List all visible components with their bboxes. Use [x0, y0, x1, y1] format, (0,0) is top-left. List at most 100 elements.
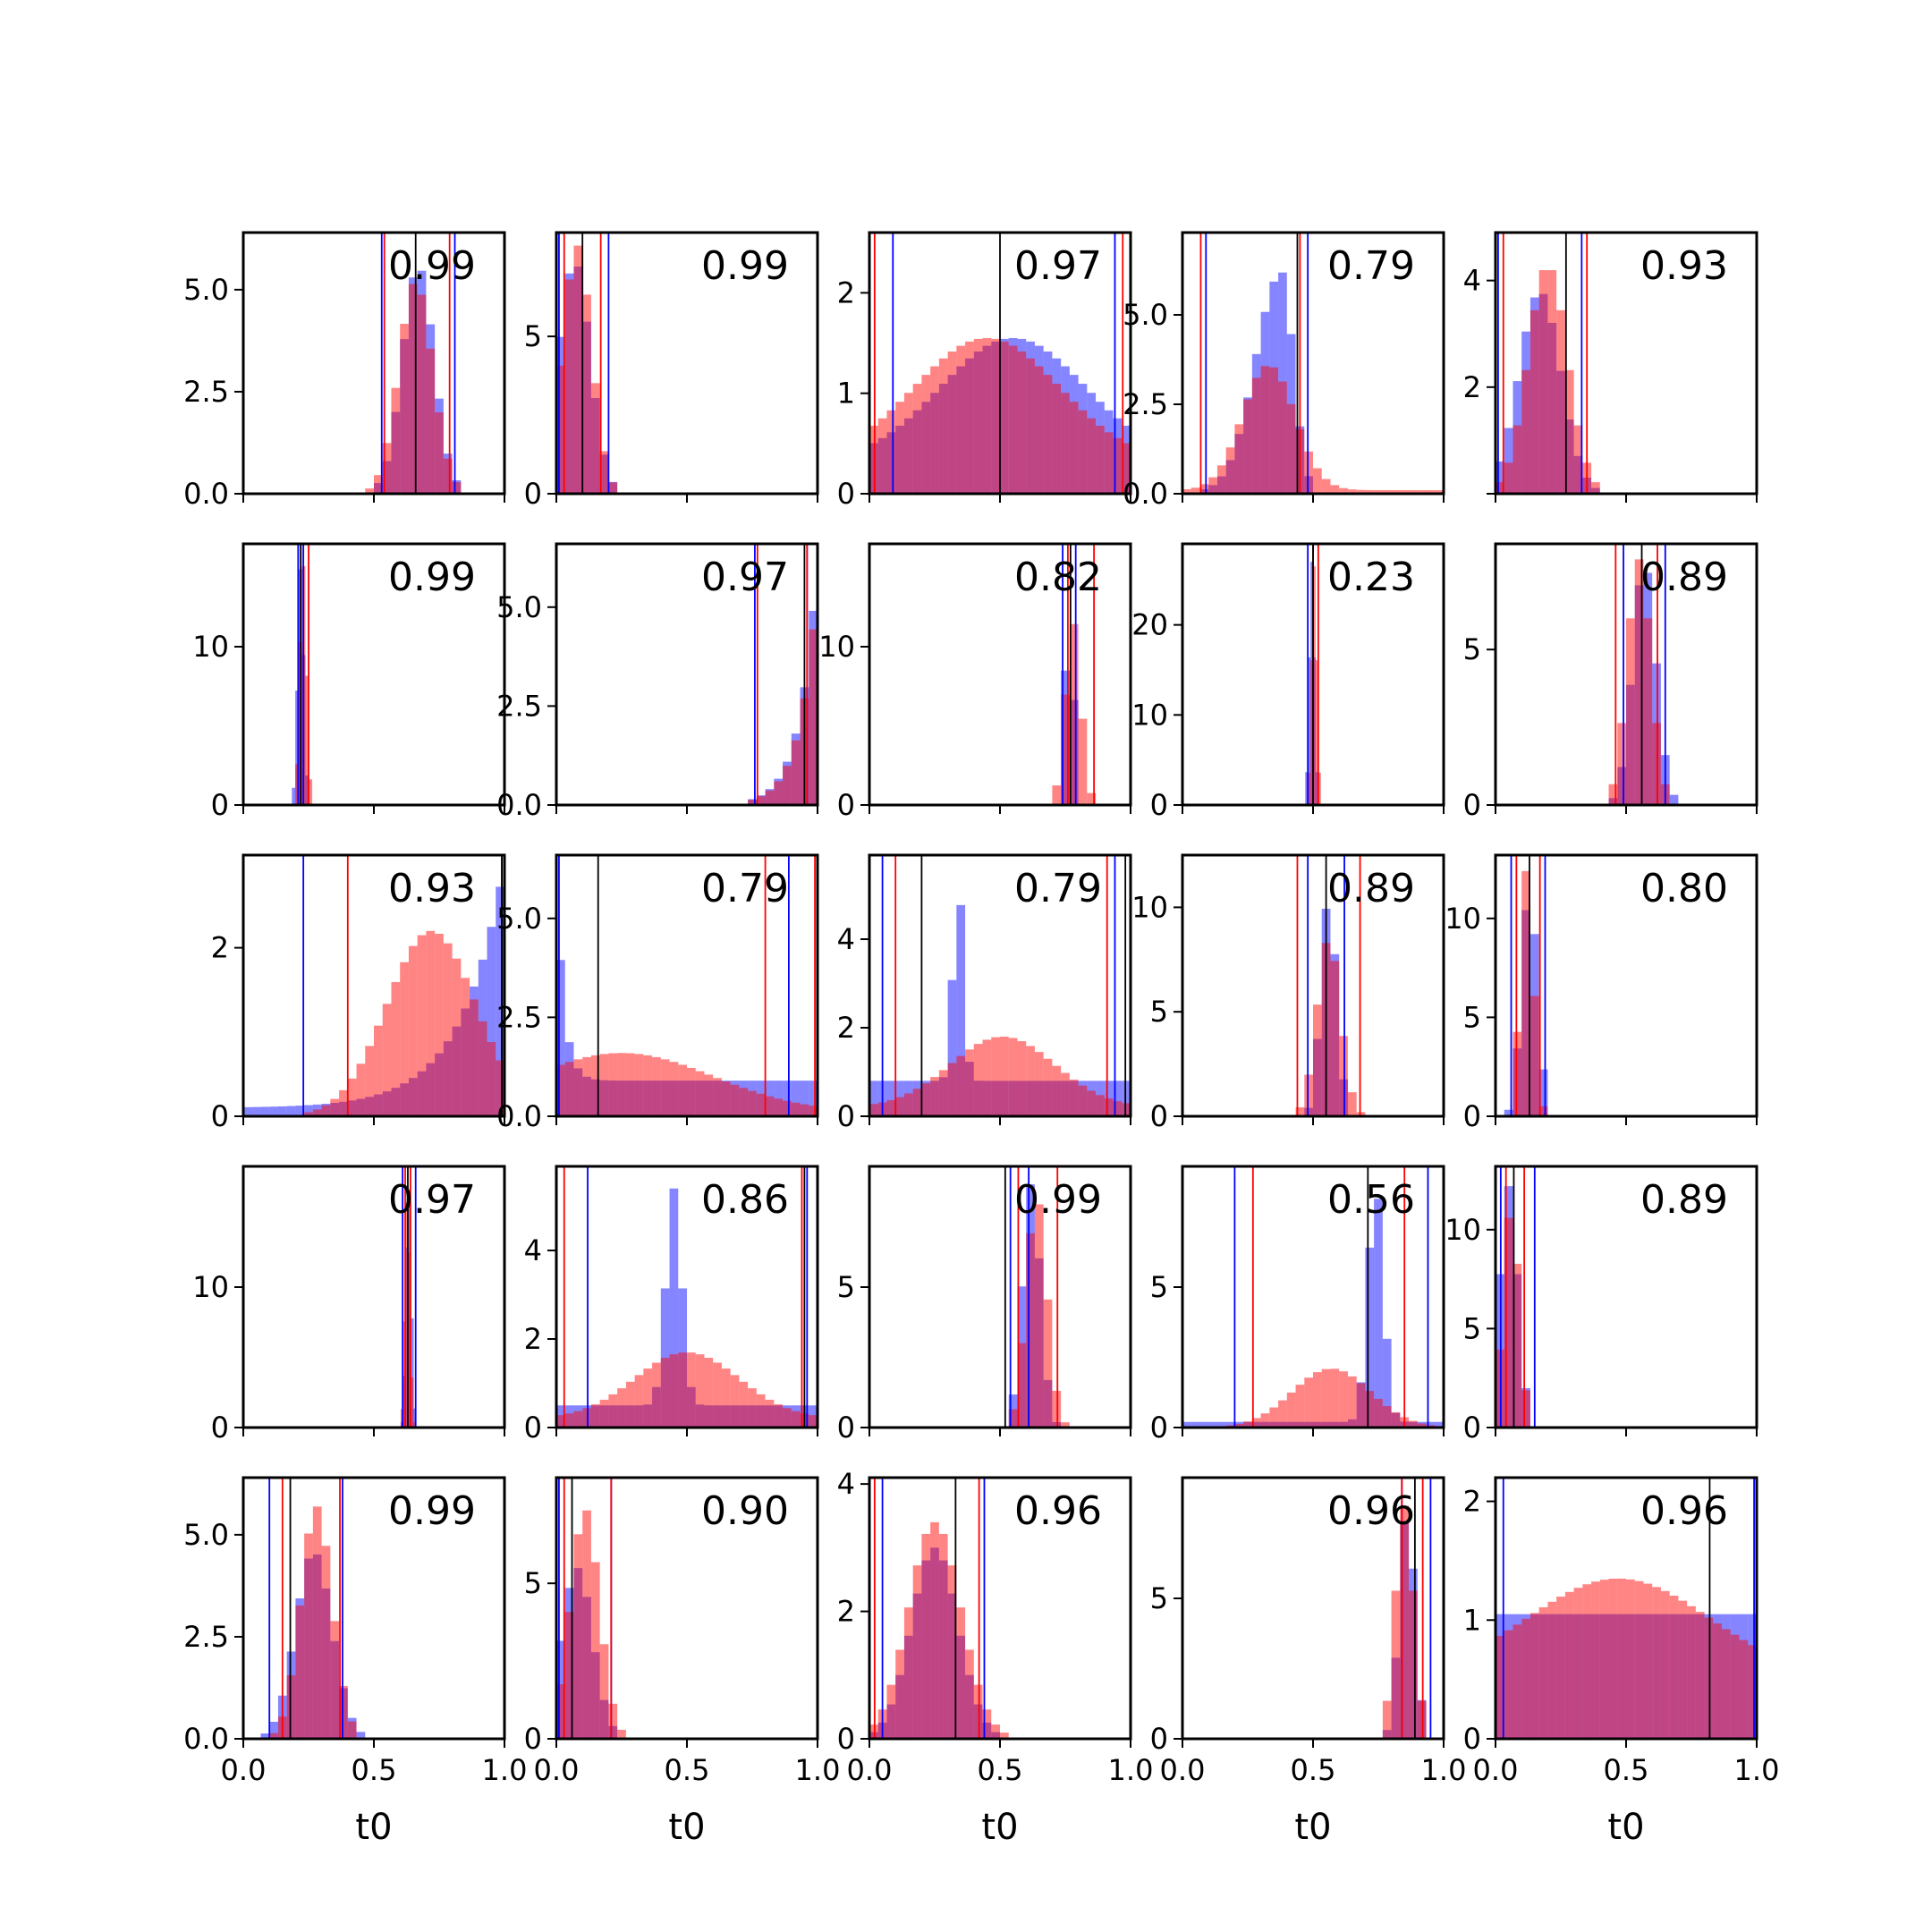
red-histogram-bar — [617, 1053, 626, 1116]
red-histogram-bar — [791, 1102, 801, 1116]
red-histogram-bar — [930, 366, 939, 494]
red-histogram-bar — [1078, 1085, 1088, 1116]
blue-histogram-bar — [417, 1071, 427, 1116]
blue-histogram-bar — [1034, 345, 1044, 494]
red-histogram-bar — [1061, 393, 1070, 494]
red-histogram-bar — [1087, 1090, 1097, 1116]
y-tick-label: 5 — [524, 319, 542, 353]
red-histogram-bar — [1061, 1422, 1070, 1428]
blue-histogram-bar — [1061, 366, 1070, 494]
subplot-3: 0 1 2 0.97 — [837, 231, 1132, 511]
red-histogram-bar — [339, 1685, 348, 1739]
blue-histogram-bar — [435, 398, 444, 494]
red-histogram-bar — [1182, 488, 1191, 494]
y-tick-label: 4 — [1463, 264, 1481, 298]
red-histogram-bar — [1530, 309, 1539, 494]
blue-histogram-bar — [599, 1405, 609, 1428]
red-histogram-bar — [356, 1063, 366, 1116]
red-histogram-bar — [304, 1112, 313, 1116]
blue-histogram-bar — [608, 1405, 618, 1428]
blue-histogram-bar — [339, 1101, 348, 1116]
red-histogram-bar — [1234, 1423, 1244, 1428]
blue-histogram-bar — [869, 443, 878, 494]
blue-histogram-bar — [1591, 487, 1600, 494]
red-histogram-bar — [1269, 367, 1279, 494]
red-histogram-bar — [1017, 1041, 1027, 1116]
blue-histogram-bar — [1104, 1080, 1114, 1116]
y-tick-label: 0 — [1150, 1722, 1168, 1756]
y-tick-label: 10 — [1131, 890, 1168, 924]
blue-histogram-bar — [652, 1386, 661, 1428]
red-histogram-bar — [669, 1354, 679, 1428]
red-histogram-bar — [669, 1062, 679, 1116]
red-histogram-bar — [1722, 1629, 1731, 1739]
blue-histogram-bar — [573, 267, 583, 494]
blue-histogram-bar — [1391, 1412, 1401, 1428]
blue-histogram-bar — [730, 1405, 740, 1428]
blue-histogram-bar — [1278, 1421, 1287, 1428]
red-histogram-bar — [1043, 1058, 1053, 1116]
x-axis-label: t0 — [1294, 1807, 1331, 1848]
red-histogram-bar — [1304, 1074, 1313, 1116]
red-histogram-bar — [1400, 489, 1410, 494]
plot-area — [1182, 1166, 1444, 1428]
red-histogram-bar — [304, 1533, 313, 1739]
red-histogram-bar — [1347, 1376, 1357, 1428]
red-histogram-bar — [1643, 618, 1653, 805]
blue-histogram-bar — [1521, 1614, 1530, 1739]
subplot-17: 0 2 4 0.86 — [524, 1165, 819, 1445]
red-histogram-bar — [1409, 1590, 1418, 1739]
red-histogram-bar — [1356, 489, 1366, 494]
blue-histogram-bar — [1547, 322, 1557, 494]
blue-histogram-bar — [1078, 384, 1088, 494]
blue-histogram-bar — [1660, 1614, 1670, 1739]
red-histogram-bar — [1339, 1371, 1348, 1428]
red-histogram-bar — [730, 1084, 740, 1116]
blue-histogram-bar — [599, 454, 609, 494]
y-tick-label: 10 — [1445, 902, 1481, 936]
blue-histogram-bar — [991, 1080, 1000, 1116]
red-histogram-bar — [1556, 1597, 1565, 1739]
red-histogram-bar — [564, 1612, 574, 1739]
blue-histogram-bar — [1417, 1699, 1427, 1739]
blue-histogram-bar — [634, 1405, 644, 1428]
blue-histogram-bar — [1748, 1614, 1757, 1739]
blue-histogram-bar — [1043, 351, 1053, 494]
coverage-annotation: 0.97 — [1014, 243, 1102, 289]
blue-histogram-bar — [1521, 1388, 1530, 1428]
blue-histogram-bar — [443, 1041, 453, 1116]
red-histogram-bar — [1034, 1052, 1044, 1116]
red-histogram-bar — [1295, 1106, 1305, 1116]
red-histogram-bar — [305, 675, 309, 805]
red-histogram-bar — [1530, 996, 1539, 1116]
red-histogram-bar — [295, 764, 299, 805]
red-histogram-bar — [1748, 1645, 1757, 1739]
red-histogram-bar — [652, 1056, 661, 1116]
blue-histogram-bar — [1426, 1421, 1436, 1428]
red-histogram-bar — [1704, 1617, 1714, 1739]
subplot-7: 0.0 2.5 5.0 0.97 — [496, 542, 819, 822]
y-tick-label: 0 — [211, 1411, 229, 1445]
red-histogram-bar — [573, 1534, 583, 1739]
red-histogram-bar — [1582, 1584, 1592, 1739]
red-histogram-bar — [739, 1381, 749, 1428]
blue-histogram-bar — [365, 1097, 374, 1116]
red-histogram-bar — [869, 1104, 878, 1116]
red-histogram-bar — [339, 1089, 348, 1116]
blue-histogram-bar — [783, 761, 792, 805]
red-histogram-bar — [1382, 489, 1392, 494]
blue-histogram-bar — [382, 461, 392, 494]
blue-histogram-bar — [304, 1105, 313, 1116]
red-histogram-bar — [1626, 618, 1635, 805]
x-tick-label: 0.5 — [665, 1753, 710, 1787]
blue-histogram-bar — [1599, 1614, 1609, 1739]
red-histogram-bar — [1400, 1505, 1410, 1739]
red-histogram-bar — [443, 943, 453, 1116]
red-histogram-bar — [982, 337, 992, 494]
blue-histogram-bar — [930, 393, 939, 494]
blue-histogram-bar — [965, 1674, 974, 1739]
red-histogram-bar — [678, 1064, 687, 1116]
blue-histogram-bar — [295, 1106, 305, 1116]
y-tick-label: 5 — [1463, 1000, 1481, 1034]
blue-histogram-bar — [1652, 663, 1661, 805]
